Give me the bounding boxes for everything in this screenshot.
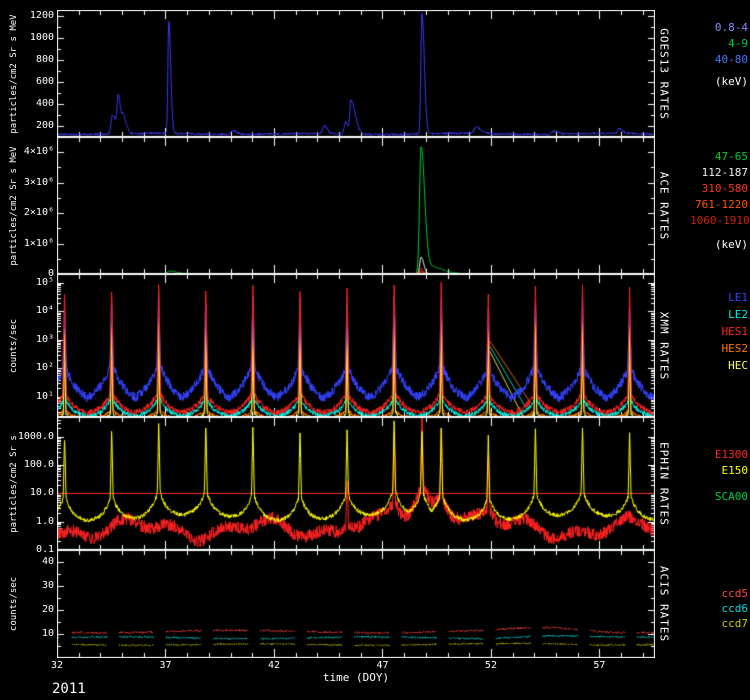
legend-ccd6: ccd6 (690, 603, 748, 615)
legend-ccd5: ccd5 (690, 588, 748, 600)
legend-47-65: 47-65 (690, 151, 748, 163)
y-tick-label-xmm: 10⁴ (2, 306, 54, 316)
panel-ephin-plot (57, 417, 655, 550)
legend-761-1220: 761-1220 (690, 199, 748, 211)
x-tick-label: 52 (476, 661, 506, 671)
x-tick-label: 37 (150, 661, 180, 671)
y-tick-label-goes13: 1000 (2, 33, 54, 43)
panel-title-ephin: EPHIN RATES (658, 442, 671, 526)
y-tick-label-ace: 4×10⁶ (2, 147, 54, 157)
legend-le1: LE1 (690, 292, 748, 304)
y-tick-label-acis: 20 (2, 605, 54, 615)
legend-hes2: HES2 (690, 343, 748, 355)
legend--kev-: (keV) (690, 239, 748, 251)
y-tick-label-ephin: 10.0 (2, 488, 54, 498)
panel-title-goes13: GOES13 RATES (658, 28, 671, 119)
legend-le2: LE2 (690, 309, 748, 321)
y-tick-label-xmm: 10⁵ (2, 278, 54, 288)
legend-sca00: SCA00 (690, 491, 748, 503)
x-tick-label: 42 (259, 661, 289, 671)
y-tick-label-goes13: 400 (2, 99, 54, 109)
x-tick-label: 32 (42, 661, 72, 671)
legend-1060-1910: 1060-1910 (690, 215, 748, 227)
y-tick-label-acis: 30 (2, 581, 54, 591)
legend-112-187: 112-187 (690, 167, 748, 179)
legend-310-580: 310-580 (690, 183, 748, 195)
y-tick-label-ephin: 100.0 (2, 460, 54, 470)
legend-hec: HEC (690, 360, 748, 372)
panel-acis-plot (57, 550, 655, 658)
panel-xmm-plot (57, 274, 655, 417)
y-tick-label-xmm: 10² (2, 363, 54, 373)
y-tick-label-acis: 40 (2, 557, 54, 567)
y-tick-label-acis: 10 (2, 629, 54, 639)
y-tick-label-xmm: 10³ (2, 335, 54, 345)
y-tick-label-goes13: 600 (2, 77, 54, 87)
year-label: 2011 (52, 681, 86, 697)
panel-title-xmm: XMM RATES (658, 311, 671, 380)
panel-title-ace: ACE RATES (658, 171, 671, 240)
y-tick-label-ephin: 0.1 (2, 545, 54, 555)
x-axis-label: time (DOY) (57, 671, 655, 684)
y-tick-label-ace: 3×10⁶ (2, 178, 54, 188)
y-tick-label-goes13: 1200 (2, 11, 54, 21)
legend-ccd7: ccd7 (690, 618, 748, 630)
legend-40-80: 40-80 (690, 54, 748, 66)
panel-title-acis: ACIS RATES (658, 566, 671, 642)
y-tick-label-ephin: 1000.0 (2, 432, 54, 442)
panel-goes13-plot (57, 10, 655, 137)
legend-4-9: 4-9 (690, 38, 748, 50)
x-tick-label: 57 (584, 661, 614, 671)
y-tick-label-xmm: 10¹ (2, 392, 54, 402)
y-tick-label-ephin: 1.0 (2, 517, 54, 527)
figure-root: time (DOY) 2011 particles/cm2 Sr s MeVGO… (0, 0, 750, 700)
legend-0-8-4: 0.8-4 (690, 22, 748, 34)
legend-e1300: E1300 (690, 449, 748, 461)
legend-e150: E150 (690, 465, 748, 477)
x-tick-label: 47 (367, 661, 397, 671)
legend-hes1: HES1 (690, 326, 748, 338)
y-tick-label-goes13: 200 (2, 121, 54, 131)
y-tick-label-ace: 2×10⁶ (2, 208, 54, 218)
panel-ace-plot (57, 137, 655, 274)
legend--kev-: (keV) (690, 76, 748, 88)
y-tick-label-ace: 1×10⁶ (2, 239, 54, 249)
y-tick-label-goes13: 800 (2, 55, 54, 65)
